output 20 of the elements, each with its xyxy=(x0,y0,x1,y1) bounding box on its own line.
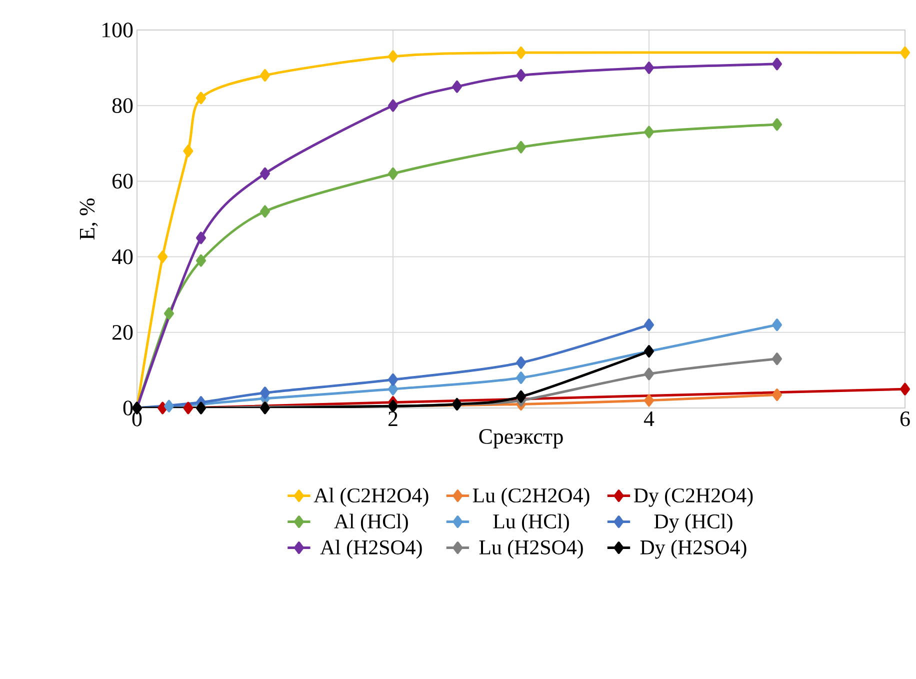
legend-label: Al (H2SO4) xyxy=(320,540,422,559)
y-tick-label: 80 xyxy=(112,98,133,113)
x-tick-label: 6 xyxy=(900,412,910,426)
y-tick-label: 40 xyxy=(112,249,133,264)
legend-label: Lu (C2H2O4) xyxy=(472,488,590,507)
x-tick-label: 4 xyxy=(644,412,654,426)
y-axis-title: E, % xyxy=(80,198,98,240)
legend-label: Dy (H2SO4) xyxy=(640,540,746,559)
y-tick-label: 20 xyxy=(112,325,133,340)
legend-label: Al (HCl) xyxy=(334,514,408,533)
x-axis-title: Среэкстр xyxy=(479,429,563,448)
legend-label: Lu (HCl) xyxy=(493,514,569,533)
x-tick-label: 2 xyxy=(388,412,398,426)
y-tick-label: 0 xyxy=(123,400,133,416)
y-tick-label: 60 xyxy=(112,174,133,189)
legend-label: Lu (H2SO4) xyxy=(479,540,583,559)
y-tick-label: 100 xyxy=(102,22,133,38)
legend-label: Dy (HCl) xyxy=(654,514,732,533)
legend-label: Al (C2H2O4) xyxy=(314,488,428,507)
legend-label: Dy (C2H2O4) xyxy=(634,488,753,507)
